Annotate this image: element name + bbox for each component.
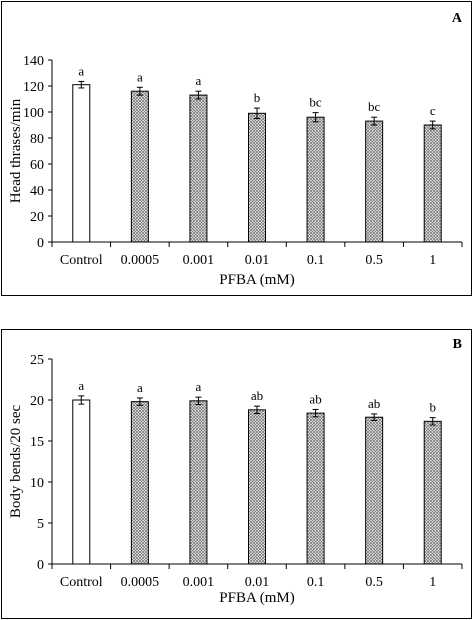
bar	[365, 416, 384, 565]
y-tick-label: 5	[37, 517, 44, 532]
significance-letter: b	[254, 90, 261, 105]
significance-letter: c	[430, 103, 436, 118]
significance-letter: b	[429, 400, 436, 415]
x-tick-label: 0.1	[307, 253, 325, 268]
x-tick-label: 0.001	[183, 575, 215, 590]
bar	[130, 401, 149, 565]
bar	[306, 412, 325, 565]
y-tick-label: 15	[30, 435, 44, 450]
y-tick-label: 20	[30, 210, 44, 225]
x-tick-label: 1	[429, 575, 436, 590]
chart-panel-b: 0 5 10 15 20 25 a Control a 0.0005 a 0.001 ab 0.01 ab 0…	[1, 329, 472, 619]
y-tick-label: 140	[23, 54, 44, 69]
x-axis-title: PFBA (mM)	[219, 590, 294, 606]
significance-letter: bc	[309, 95, 322, 110]
x-axis-title: PFBA (mM)	[219, 272, 294, 288]
significance-letter: a	[137, 69, 143, 84]
y-tick-label: 10	[30, 476, 44, 491]
bar	[306, 116, 325, 243]
y-tick-label: 80	[30, 132, 44, 147]
significance-letter: ab	[368, 396, 380, 411]
bar	[423, 124, 442, 243]
significance-letter: ab	[309, 391, 321, 406]
x-tick-label: 0.01	[245, 253, 270, 268]
panel-label: B	[453, 337, 462, 352]
x-tick-label: 0.01	[245, 575, 270, 590]
bar	[72, 84, 91, 243]
x-tick-label: 1	[429, 253, 436, 268]
y-tick-label: 20	[30, 394, 44, 409]
significance-letter: a	[78, 63, 84, 78]
y-axis-title: Head thrases/min	[8, 98, 24, 203]
y-axis-title: Body bends/20 sec	[8, 405, 24, 519]
x-tick-label: 0.1	[307, 575, 325, 590]
y-tick-label: 25	[30, 353, 44, 368]
bar	[365, 120, 384, 243]
bar	[248, 112, 266, 243]
x-tick-label: 0.0005	[121, 575, 160, 590]
panel-label: A	[452, 11, 463, 26]
x-tick-label: 0.001	[183, 253, 215, 268]
bar	[130, 90, 149, 243]
chart-a: 0 20 40 60 80 100 120 140 a Control a 0.0005 a 0.001 b…	[8, 11, 463, 288]
x-tick-label: 0.0005	[121, 253, 160, 268]
x-tick-label: Control	[60, 575, 103, 590]
significance-letter: bc	[368, 99, 381, 114]
significance-letter: a	[137, 380, 143, 395]
bar	[72, 399, 91, 565]
chart-b: 0 5 10 15 20 25 a Control a 0.0005 a 0.001 ab 0.01 ab 0…	[8, 337, 463, 606]
significance-letter: ab	[251, 388, 263, 403]
y-tick-label: 0	[37, 558, 44, 573]
bar	[423, 420, 442, 565]
y-tick-label: 120	[23, 80, 44, 95]
chart-panel-a: 0 20 40 60 80 100 120 140 a Control a 0.0005 a 0.001 b…	[1, 1, 472, 296]
bar	[248, 409, 266, 565]
y-tick-label: 40	[30, 184, 44, 199]
x-tick-label: 0.5	[365, 575, 383, 590]
y-tick-label: 100	[23, 106, 44, 121]
y-tick-label: 60	[30, 158, 44, 173]
y-tick-label: 0	[37, 236, 44, 251]
significance-letter: a	[196, 379, 202, 394]
bar	[189, 94, 208, 243]
x-tick-label: 0.5	[365, 253, 383, 268]
significance-letter: a	[196, 73, 202, 88]
bar	[189, 400, 208, 565]
significance-letter: a	[78, 378, 84, 393]
x-tick-label: Control	[60, 253, 103, 268]
